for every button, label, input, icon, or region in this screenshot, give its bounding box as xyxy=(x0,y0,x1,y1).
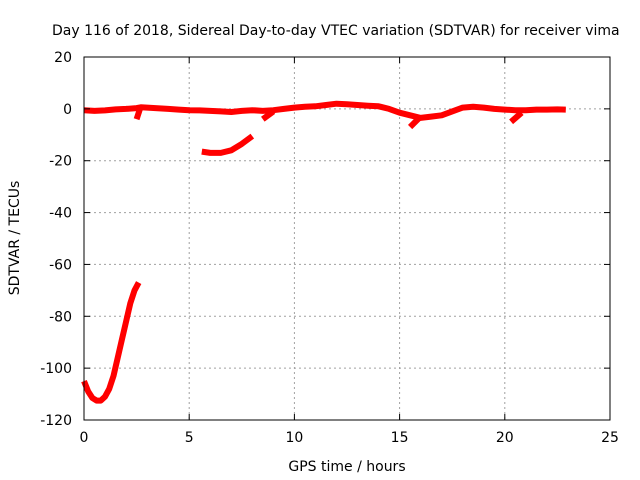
series-line-segment-3 xyxy=(201,133,255,156)
x-tick-label: 20 xyxy=(496,430,514,446)
series-line-spike-3 xyxy=(407,114,423,130)
plot-series xyxy=(81,100,566,404)
plot-frame xyxy=(83,56,611,421)
x-tick-label: 15 xyxy=(391,430,409,446)
x-tick-label: 25 xyxy=(601,430,619,446)
chart-title: Day 116 of 2018, Sidereal Day-to-day VTE… xyxy=(52,23,620,39)
x-tick-label: 0 xyxy=(80,430,89,446)
y-tick-label: -80 xyxy=(49,309,72,325)
series-line-segment-2 xyxy=(83,100,566,121)
y-tick-label: -100 xyxy=(40,361,72,377)
y-tick-label: -20 xyxy=(49,154,72,170)
y-tick-label: -40 xyxy=(49,206,72,222)
y-tick-label: -60 xyxy=(49,257,72,273)
y-tick-label: 20 xyxy=(54,50,72,66)
grid xyxy=(84,57,610,420)
series-line-spike-1 xyxy=(133,105,144,121)
series-line-spike-2 xyxy=(261,108,276,122)
series-line-spike-4 xyxy=(509,110,524,125)
x-tick-label: 10 xyxy=(285,430,303,446)
axis-tick-labels: 0 5 10 15 20 25 20 0 -20 -40 -60 -80 -100 -120 xyxy=(40,50,619,446)
y-axis-label: SDTVAR / TECUs xyxy=(7,181,23,296)
series-line-segment-1 xyxy=(81,281,142,404)
x-tick-label: 5 xyxy=(185,430,194,446)
x-axis-label: GPS time / hours xyxy=(288,459,405,475)
y-tick-label: -120 xyxy=(40,413,72,429)
axis-ticks xyxy=(83,56,611,421)
y-tick-label: 0 xyxy=(63,102,72,118)
